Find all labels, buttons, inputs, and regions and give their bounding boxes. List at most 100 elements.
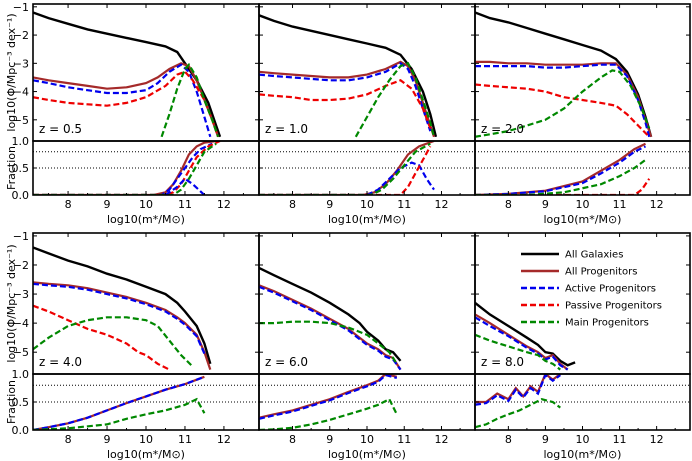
y-tick-label: 1.0: [12, 368, 30, 381]
series-active-progenitors-top: [259, 61, 432, 132]
series-active-progenitors-bot: [33, 142, 213, 195]
x-tick-label: 9: [326, 433, 333, 446]
series-all-galaxies-top: [33, 246, 212, 365]
legend: All Galaxies All Progenitors Active Progen…: [521, 250, 662, 329]
legend-label: Active Progenitors: [565, 284, 656, 295]
series-main-progenitors-bot: [259, 142, 431, 195]
y-tick-label: −3: [13, 288, 29, 301]
y-tick-label: −4: [13, 317, 29, 330]
series-active-progenitors-bot: [33, 375, 205, 430]
series-all-galaxies-top: [259, 14, 438, 138]
series-active-progenitors-top: [33, 63, 212, 138]
y-tick-label: −2: [13, 29, 29, 42]
redshift-label: z = 4.0: [39, 355, 82, 369]
x-axis-label: log10(m*/M⊙): [328, 213, 406, 226]
x-tick-label: 10: [576, 433, 590, 446]
series-active-progenitors-bot: [475, 374, 561, 406]
series-active-progenitors-bot: [259, 374, 398, 420]
series-main-progenitors-top: [33, 316, 194, 368]
legend-label: Main Progenitors: [565, 318, 649, 329]
x-tick-label: 10: [360, 433, 374, 446]
x-tick-label: 11: [397, 433, 411, 446]
x-tick-label: 9: [542, 198, 549, 211]
x-axis-label: log10(m*/M⊙): [544, 448, 622, 461]
x-tick-label: 8: [65, 198, 72, 211]
y-tick-label: −1: [13, 230, 29, 243]
panel-z-1: 8 9 10 11 12 log10(m*/M⊙) z = 1.0: [258, 3, 476, 226]
x-tick-label: 8: [505, 198, 512, 211]
x-tick-label: 11: [613, 198, 627, 211]
series-active-progenitors-top: [475, 316, 569, 371]
series-main-progenitors-bot: [259, 397, 398, 430]
y-tick-label: 0.5: [12, 396, 30, 409]
series-all-progenitors-top: [475, 313, 569, 371]
x-tick-label: 11: [178, 433, 192, 446]
series-all-progenitors-top: [475, 60, 653, 138]
series-all-progenitors-bot: [259, 374, 398, 419]
redshift-label: z = 1.0: [265, 122, 308, 136]
x-axis-label: log10(m*/M⊙): [544, 213, 622, 226]
series-active-progenitors-bot: [259, 161, 435, 195]
x-tick-label: 9: [542, 433, 549, 446]
series-all-progenitors-bot: [475, 374, 561, 404]
series-main-progenitors-bot: [33, 142, 217, 195]
series-active-progenitors-bot: [164, 177, 206, 195]
y-tick-label: −1: [13, 1, 29, 14]
panels: 8 9 10 11 12 −5 −4 −3 −2 −1 0.0 0.5 1.0 log10(m*/M⊙) z…: [12, 1, 691, 461]
series-passive-progenitors-top: [259, 79, 432, 129]
legend-label: All Galaxies: [565, 250, 623, 261]
series-all-galaxies-top: [259, 266, 402, 362]
y-axis-label-mass-function: log10(Φ/Mpc⁻³ dex⁻¹): [5, 13, 18, 131]
x-axis-label: log10(m*/M⊙): [107, 213, 185, 226]
x-tick-label: 10: [576, 198, 590, 211]
y-tick-label: 0.0: [12, 424, 30, 437]
y-tick-label: −2: [13, 259, 29, 272]
series-passive-progenitors-bot: [259, 145, 432, 195]
axis-labels: log10(Φ/Mpc⁻³ dex⁻¹) Fraction log10(Φ/Mpc⁻…: [5, 13, 18, 424]
x-tick-label: 9: [104, 433, 111, 446]
series-active-progenitors-bot: [475, 145, 646, 195]
top-axes-frame: [258, 3, 476, 142]
y-axis-label-fraction: Fraction: [5, 146, 18, 190]
panel-z-0: 8 9 10 11 12 −5 −4 −3 −2 −1 0.0 0.5 1.0 log10(m*/M⊙) z…: [12, 1, 260, 226]
series-main-progenitors-top: [475, 333, 561, 371]
series-all-progenitors-bot: [33, 141, 217, 195]
x-tick-label: 10: [139, 198, 153, 211]
series-main-progenitors-bot: [475, 159, 647, 195]
y-axis-label-mass-function: log10(Φ/Mpc⁻³ dex⁻¹): [5, 244, 18, 362]
y-tick-label: −3: [13, 57, 29, 70]
series-all-progenitors-top: [259, 284, 402, 371]
x-tick-label: 8: [505, 433, 512, 446]
redshift-label: z = 8.0: [481, 355, 524, 369]
series-all-galaxies-top: [475, 301, 576, 367]
x-tick-label: 12: [217, 433, 231, 446]
series-main-progenitors-top: [160, 62, 220, 138]
x-tick-label: 12: [217, 198, 231, 211]
x-tick-label: 10: [360, 198, 374, 211]
panel-z-4: 8 9 10 11 12 log10(m*/M⊙) z = 6.0: [258, 232, 476, 461]
top-axes-frame: [258, 232, 476, 375]
series-passive-progenitors-bot: [475, 178, 651, 195]
series-main-progenitors-top: [475, 69, 651, 138]
x-tick-label: 8: [289, 198, 296, 211]
series-active-progenitors-top: [475, 63, 651, 138]
x-tick-label: 12: [434, 433, 448, 446]
redshift-label: z = 2.0: [481, 122, 524, 136]
series-active-progenitors-top: [259, 285, 402, 371]
y-tick-label: 0.0: [12, 189, 30, 202]
series-active-progenitors-top: [33, 282, 206, 355]
x-tick-label: 11: [178, 198, 192, 211]
x-tick-label: 11: [613, 433, 627, 446]
series-main-progenitors-bot: [475, 398, 561, 429]
series-passive-progenitors-top: [475, 83, 650, 138]
x-axis-label: log10(m*/M⊙): [107, 448, 185, 461]
y-tick-label: 0.5: [12, 162, 30, 175]
series-all-galaxies-top: [33, 11, 222, 138]
panel-z-5: 8 9 10 11 12 log10(m*/M⊙) z = 8.0: [474, 232, 691, 461]
panel-z-3: 8 9 10 11 12 −5 −4 −3 −2 −1 0.0 0.5 1.0 log10(m*/M⊙) z…: [12, 230, 260, 461]
x-tick-label: 12: [650, 198, 664, 211]
series-passive-progenitors-top: [33, 304, 170, 371]
panel-z-2: 8 9 10 11 12 log10(m*/M⊙) z = 2.0: [474, 3, 691, 226]
x-tick-label: 8: [65, 433, 72, 446]
